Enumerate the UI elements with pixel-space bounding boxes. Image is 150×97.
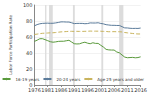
- svg-text:2001: 2001: [94, 87, 107, 93]
- svg-text:2011: 2011: [121, 87, 134, 93]
- svg-text:80: 80: [26, 18, 32, 24]
- svg-text:Age 25 years and older: Age 25 years and older: [97, 77, 144, 82]
- svg-text:20: 20: [26, 66, 32, 72]
- svg-text:1991: 1991: [68, 87, 81, 93]
- svg-text:0: 0: [29, 82, 33, 88]
- svg-text:1976: 1976: [28, 87, 41, 93]
- svg-text:Labor Force Participation Rate: Labor Force Participation Rate: [8, 14, 13, 75]
- svg-text:2016: 2016: [134, 87, 147, 93]
- svg-text:60: 60: [26, 34, 32, 40]
- svg-text:2006: 2006: [108, 87, 121, 93]
- svg-text:1996: 1996: [81, 87, 94, 93]
- svg-text:1981: 1981: [41, 87, 54, 93]
- svg-text:16-19 years: 16-19 years: [16, 77, 40, 82]
- svg-text:20-24 years: 20-24 years: [56, 77, 80, 82]
- svg-text:40: 40: [26, 50, 32, 56]
- svg-text:100: 100: [23, 2, 33, 8]
- svg-text:1986: 1986: [55, 87, 68, 93]
